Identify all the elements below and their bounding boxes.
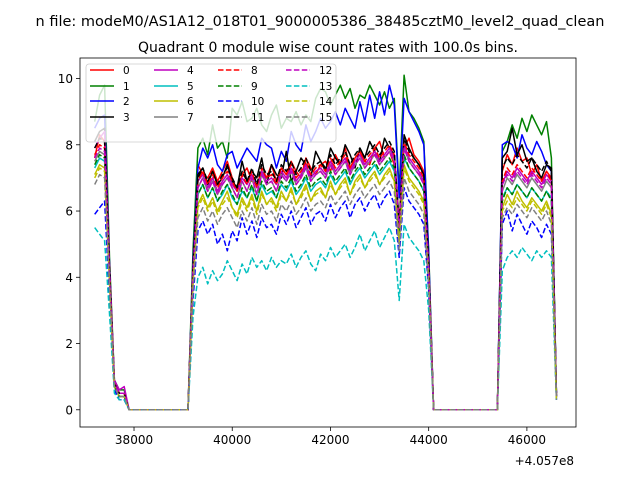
x-tick-label: 46000 [508, 433, 546, 447]
y-tick-label: 0 [65, 403, 73, 417]
x-tick-label: 42000 [311, 433, 349, 447]
legend-label-1: 1 [123, 81, 130, 93]
chart-title: Quadrant 0 module wise count rates with … [138, 40, 518, 56]
legend-label-6: 6 [187, 96, 194, 108]
y-tick-label: 2 [65, 337, 73, 351]
y-tick-label: 8 [65, 138, 73, 152]
legend-label-5: 5 [187, 81, 194, 93]
y-tick-label: 6 [65, 205, 73, 219]
series-line-14 [94, 167, 558, 411]
legend-label-4: 4 [187, 65, 194, 77]
legend-label-3: 3 [123, 112, 130, 124]
legend-label-9: 9 [251, 81, 258, 93]
x-tick-label: 44000 [410, 433, 448, 447]
legend-label-8: 8 [251, 65, 258, 77]
legend-label-15: 15 [319, 112, 332, 124]
x-axis: 38000 40000 42000 44000 46000 [115, 427, 546, 447]
legend-label-14: 14 [319, 96, 333, 108]
legend-label-2: 2 [123, 96, 130, 108]
x-tick-label: 38000 [115, 433, 153, 447]
legend-label-12: 12 [319, 65, 332, 77]
x-offset-label: +4.057e8 [515, 454, 574, 468]
legend-label-7: 7 [187, 112, 194, 124]
y-tick-label: 4 [65, 271, 73, 285]
y-tick-label: 10 [58, 72, 73, 86]
y-axis: 0 2 4 6 8 10 [58, 72, 80, 417]
legend-label-13: 13 [319, 81, 332, 93]
series-line-13 [94, 223, 558, 411]
legend-label-10: 10 [251, 96, 264, 108]
figure-suptitle: n file: modeM0/AS1A12_018T01_9000005386_… [36, 14, 605, 30]
legend-label-11: 11 [251, 112, 264, 124]
legend-box [85, 63, 337, 143]
x-tick-label: 40000 [213, 433, 251, 447]
legend-label-0: 0 [123, 65, 130, 77]
series-line-15 [94, 173, 558, 411]
plot-frame [79, 57, 577, 428]
